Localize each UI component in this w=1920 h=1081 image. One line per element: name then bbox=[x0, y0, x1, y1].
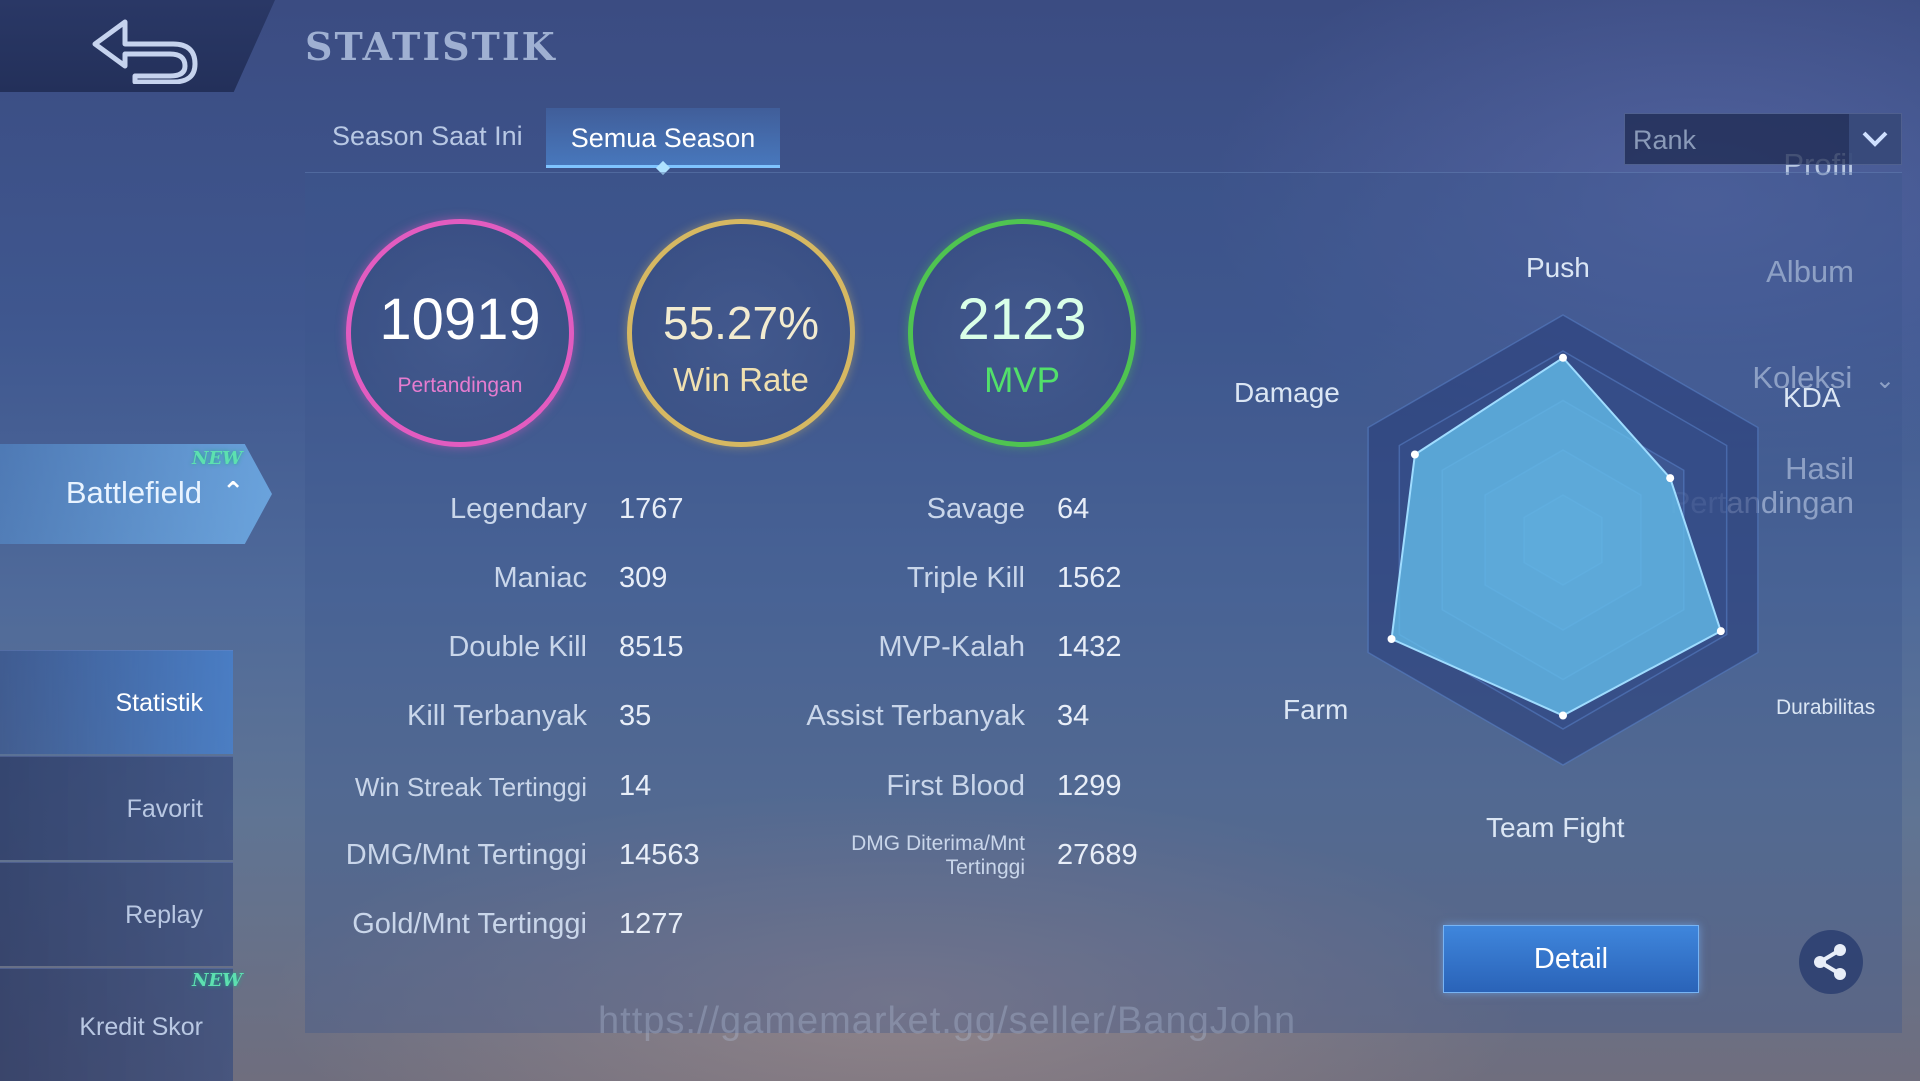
stat-label: Kill Terbanyak bbox=[406, 700, 587, 732]
win-rate-label: Win Rate bbox=[673, 361, 809, 398]
radar-label-durabilitas: Durabilitas bbox=[1776, 696, 1876, 719]
stat-value: 27689 bbox=[1057, 839, 1138, 871]
matches-value: 10919 bbox=[379, 287, 541, 352]
sidebar-subitem-statistik[interactable]: Statistik bbox=[0, 650, 233, 754]
stat-label: Maniac bbox=[493, 562, 588, 594]
sidebar-item-label: Replay bbox=[125, 901, 203, 929]
watermark-text: https://gamemarket.gg/seller/BangJohn bbox=[598, 1000, 1297, 1042]
stat-label: Win Streak Tertinggi bbox=[354, 772, 587, 802]
sidebar-subitem-favorit[interactable]: Favorit bbox=[0, 756, 233, 860]
stat-value: 1767 bbox=[619, 493, 684, 525]
new-badge: NEW bbox=[192, 448, 243, 469]
radar-point bbox=[1410, 450, 1419, 459]
sidebar-item-label: Favorit bbox=[126, 795, 203, 823]
back-button[interactable] bbox=[0, 0, 275, 92]
radar-point bbox=[1387, 635, 1396, 643]
radar-point bbox=[1666, 474, 1675, 483]
mode-dropdown[interactable]: Rank bbox=[1624, 113, 1902, 165]
radar-point bbox=[1559, 353, 1567, 362]
stat-value: 64 bbox=[1057, 493, 1090, 525]
stat-value: 309 bbox=[619, 562, 668, 594]
stat-label: Savage bbox=[926, 493, 1025, 525]
stat-label: First Blood bbox=[886, 770, 1025, 802]
sidebar-item-label: Album bbox=[1766, 254, 1854, 289]
sidebar-item-koleksi[interactable]: Koleksi ⌄ bbox=[1752, 360, 1895, 396]
stat-label: Double Kill bbox=[448, 631, 587, 663]
sidebar-item-label: Statistik bbox=[115, 689, 203, 717]
radar-point bbox=[1559, 711, 1567, 720]
chevron-down-icon bbox=[1849, 114, 1901, 164]
mvp-value: 2123 bbox=[957, 287, 1087, 352]
radar-label-team-fight: Team Fight bbox=[1486, 812, 1625, 843]
share-icon bbox=[1814, 944, 1846, 980]
back-arrow-icon bbox=[92, 19, 198, 84]
sidebar-item-label: Koleksi bbox=[1752, 360, 1853, 395]
chevron-down-icon: ⌄ bbox=[1874, 367, 1895, 394]
sidebar-item-album[interactable]: Album bbox=[1766, 254, 1854, 290]
stat-label: Assist Terbanyak bbox=[806, 700, 1025, 732]
stat-label: DMG Diterima/Mnt Tertinggi bbox=[851, 832, 1025, 879]
mvp-label: MVP bbox=[984, 361, 1060, 400]
radar-label-damage: Damage bbox=[1234, 377, 1340, 408]
stat-value: 1562 bbox=[1057, 562, 1122, 594]
stat-label: Triple Kill bbox=[906, 562, 1025, 594]
mode-dropdown-value: Rank bbox=[1633, 125, 1697, 155]
stat-value: 1432 bbox=[1057, 631, 1122, 663]
tab-semua-season[interactable]: Semua Season bbox=[546, 108, 780, 176]
mvp-ring: 2123 MVP bbox=[908, 219, 1136, 447]
stat-label: MVP-Kalah bbox=[878, 631, 1025, 663]
stat-value: 34 bbox=[1057, 700, 1090, 732]
detail-button[interactable]: Detail bbox=[1443, 925, 1699, 993]
matches-ring: 10919 Pertandingan bbox=[346, 219, 574, 447]
page-title: STATISTIK bbox=[305, 24, 557, 69]
chevron-up-icon: ⌃ bbox=[222, 476, 244, 506]
stat-label: Gold/Mnt Tertinggi bbox=[352, 908, 587, 940]
sidebar-subitem-kredit-skor[interactable]: NEW Kredit Skor bbox=[0, 968, 242, 1081]
sidebar-item-battlefield[interactable]: NEW Battlefield ⌃ bbox=[0, 444, 272, 544]
tab-label: Semua Season bbox=[570, 123, 756, 153]
win-rate-ring: 55.27% Win Rate bbox=[627, 219, 855, 447]
radar-chart bbox=[1367, 314, 1759, 766]
matches-label: Pertandingan bbox=[397, 374, 523, 397]
stat-value: 14563 bbox=[619, 839, 700, 871]
radar-point bbox=[1716, 627, 1725, 636]
new-badge: NEW bbox=[192, 970, 243, 991]
radar-label-farm: Farm bbox=[1283, 694, 1349, 725]
share-button[interactable] bbox=[1799, 930, 1863, 994]
stat-value: 1277 bbox=[619, 908, 684, 940]
radar-label-push: Push bbox=[1526, 252, 1590, 283]
stat-label: DMG/Mnt Tertinggi bbox=[345, 839, 587, 871]
stat-value: 14 bbox=[619, 770, 652, 802]
stat-value: 1299 bbox=[1057, 770, 1122, 802]
sidebar-item-label: Kredit Skor bbox=[79, 1013, 203, 1041]
stat-value: 35 bbox=[619, 700, 652, 732]
sidebar-item-label: Battlefield bbox=[65, 475, 202, 510]
radar-label-kda: KDA bbox=[1783, 382, 1841, 413]
tab-season-saat-ini[interactable]: Season Saat Ini bbox=[332, 121, 523, 151]
stat-label: Legendary bbox=[449, 493, 587, 525]
stat-value: 8515 bbox=[619, 631, 684, 663]
win-rate-value: 55.27% bbox=[662, 297, 819, 349]
sidebar-subitem-replay[interactable]: Replay bbox=[0, 862, 233, 966]
